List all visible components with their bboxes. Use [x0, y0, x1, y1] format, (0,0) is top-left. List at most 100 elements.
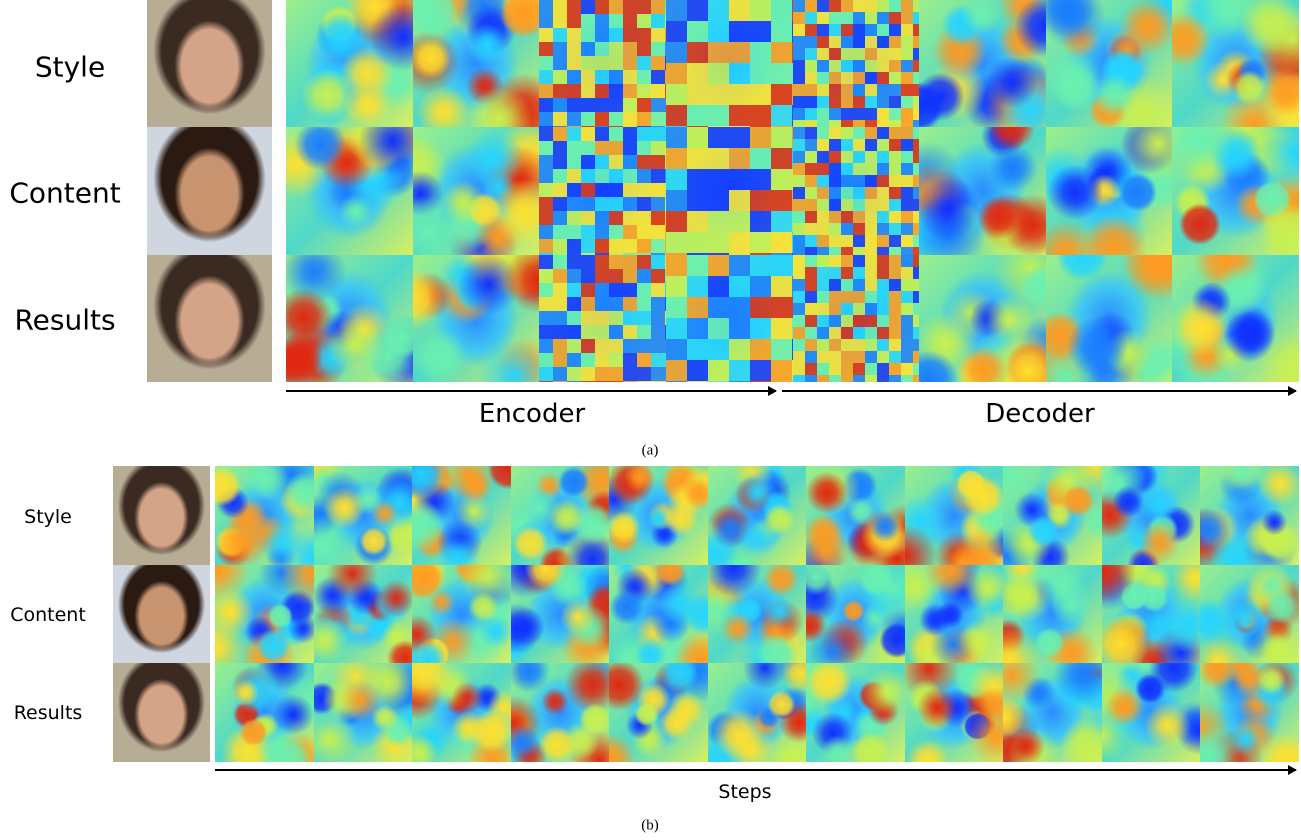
feature-block: [770, 126, 792, 128]
feature-map: [919, 0, 1046, 128]
feature-block: [637, 254, 652, 269]
feature-block: [804, 223, 817, 236]
feature-block: [804, 108, 817, 120]
feature-block: [912, 175, 920, 188]
feature-block: [623, 239, 638, 254]
feature-block: [539, 42, 554, 56]
feature-block: [651, 282, 666, 297]
feature-block: [840, 254, 853, 267]
feature-block: [816, 302, 829, 315]
feature-block: [581, 352, 596, 367]
feature-block: [912, 266, 920, 279]
feature-block: [609, 366, 624, 381]
feature-block: [792, 290, 805, 303]
feature-block: [637, 268, 652, 283]
feature-block: [791, 0, 793, 21]
feature-block: [539, 239, 554, 254]
feature-block: [609, 84, 624, 98]
feature-block: [637, 169, 652, 184]
feature-block: [567, 70, 582, 84]
feature-block: [792, 278, 805, 291]
feature-block: [804, 211, 817, 224]
feature-block: [553, 197, 568, 212]
feature-map: [792, 254, 920, 382]
feature-block: [912, 72, 920, 84]
feature-block: [828, 302, 841, 315]
feature-block: [828, 254, 841, 267]
feature-block: [804, 362, 817, 375]
feature-map: [412, 254, 540, 382]
feature-map: [919, 254, 1046, 382]
feature-block: [567, 127, 582, 142]
feature-block: [665, 105, 687, 126]
row-label: Content: [10, 604, 86, 626]
feature-block: [900, 108, 913, 120]
feature-block: [553, 28, 568, 42]
feature-block: [651, 183, 666, 198]
feature-block: [791, 317, 793, 339]
feature-block: [581, 253, 596, 255]
feature-map: [806, 663, 905, 763]
feature-block: [665, 211, 666, 226]
feature-block: [623, 254, 638, 269]
feature-block: [707, 84, 729, 105]
feature-block: [581, 126, 596, 128]
feature-block: [792, 223, 805, 236]
feature-block: [665, 268, 666, 283]
feature-block: [791, 84, 793, 105]
feature-block: [567, 282, 582, 297]
feature-block: [912, 223, 920, 236]
feature-block: [609, 338, 624, 353]
feature-block: [852, 362, 865, 375]
feature-block: [553, 268, 568, 283]
feature-block: [912, 314, 920, 327]
feature-block: [792, 326, 805, 339]
feature-block: [816, 139, 829, 152]
feature-block: [852, 36, 865, 48]
feature-block: [728, 359, 750, 381]
feature-block: [852, 96, 865, 108]
feature-block: [864, 163, 877, 176]
feature-block: [852, 350, 865, 363]
feature-block: [912, 96, 920, 108]
feature-block: [609, 112, 624, 126]
feature-block: [686, 359, 708, 381]
feature-block: [804, 163, 817, 176]
feature-map: [904, 466, 1004, 565]
feature-block: [651, 127, 666, 142]
feature-block: [888, 187, 901, 200]
feature-block: [840, 338, 853, 351]
feature-block: [595, 183, 610, 198]
feature-block: [792, 362, 805, 375]
feature-block: [864, 223, 877, 236]
feature-block: [876, 72, 889, 84]
feature-block: [900, 84, 913, 96]
feature-block: [876, 36, 889, 48]
feature-block: [707, 126, 729, 128]
feature-block: [770, 105, 792, 126]
feature-block: [728, 317, 750, 339]
feature-block: [581, 197, 596, 212]
feature-block: [686, 253, 708, 255]
feature-map: [665, 254, 793, 382]
feature-block: [804, 266, 817, 279]
feature-block: [665, 183, 666, 198]
feature-block: [864, 290, 877, 303]
feature-block: [804, 120, 817, 128]
feature-block: [888, 326, 901, 339]
feature-block: [595, 42, 610, 56]
feature-block: [665, 253, 687, 255]
feature-block: [888, 127, 901, 140]
feature-block: [665, 0, 687, 21]
feature-map: [904, 663, 1004, 763]
feature-block: [553, 211, 568, 226]
feature-block: [864, 314, 877, 327]
feature-block: [539, 197, 554, 212]
feature-block: [876, 127, 889, 140]
feature-block: [876, 350, 889, 363]
feature-block: [804, 0, 817, 12]
portrait: [147, 254, 272, 382]
feature-block: [707, 253, 729, 255]
feature-block: [828, 139, 841, 152]
feature-block: [840, 108, 853, 120]
